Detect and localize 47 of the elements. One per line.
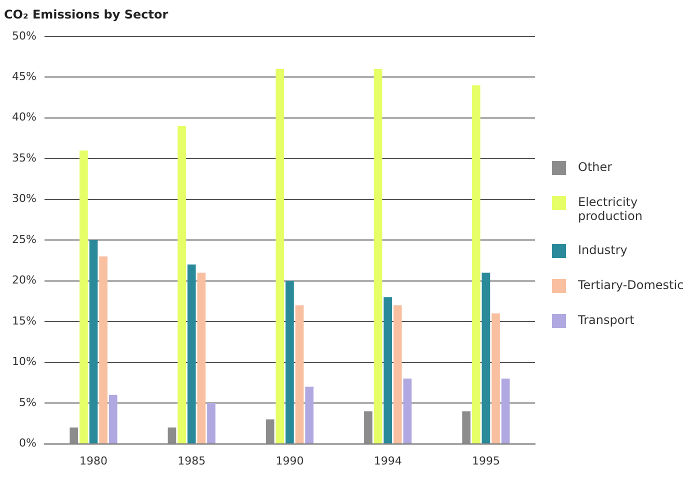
bar bbox=[276, 68, 284, 444]
y-tick-label: 20% bbox=[12, 274, 36, 287]
y-tick-label: 5% bbox=[18, 396, 36, 409]
bar bbox=[364, 411, 372, 444]
bar bbox=[305, 386, 314, 444]
bar bbox=[266, 419, 274, 444]
y-tick-label: 0% bbox=[18, 436, 36, 450]
bar bbox=[492, 313, 500, 444]
legend-label: Industry bbox=[578, 243, 628, 257]
bar bbox=[197, 272, 206, 444]
bar bbox=[482, 272, 490, 444]
bar bbox=[108, 394, 118, 444]
bar bbox=[403, 378, 412, 444]
bar bbox=[187, 264, 196, 444]
x-tick-label: 1980 bbox=[80, 454, 108, 468]
bar bbox=[168, 428, 176, 444]
bar bbox=[393, 305, 402, 444]
x-tick-label: 1994 bbox=[374, 454, 402, 468]
y-tick-label: 40% bbox=[12, 110, 36, 124]
x-tick-label: 1990 bbox=[276, 454, 304, 468]
y-tick-label: 10% bbox=[12, 355, 36, 368]
bar bbox=[501, 378, 510, 444]
y-tick-label: 45% bbox=[12, 70, 36, 83]
y-tick-label: 15% bbox=[12, 314, 36, 328]
y-tick-label: 35% bbox=[12, 151, 36, 164]
legend-label: Tertiary-Domestic bbox=[578, 278, 684, 292]
y-tick-label: 50% bbox=[12, 29, 36, 42]
x-tick-label: 1995 bbox=[472, 454, 500, 468]
bar bbox=[89, 240, 98, 444]
bar bbox=[374, 68, 382, 444]
chart-title: CO₂ Emissions by Sector bbox=[4, 7, 168, 22]
bar bbox=[462, 411, 470, 444]
bar bbox=[295, 305, 304, 444]
bar bbox=[207, 403, 216, 444]
legend-label: Other bbox=[578, 160, 612, 174]
y-tick-label: 25% bbox=[12, 232, 36, 246]
legend-label: Electricity production bbox=[578, 195, 644, 223]
bar bbox=[70, 428, 78, 444]
bar bbox=[80, 150, 88, 444]
y-tick-label: 30% bbox=[12, 192, 36, 206]
bar bbox=[472, 85, 480, 444]
bar bbox=[178, 126, 186, 444]
bar bbox=[384, 297, 392, 444]
x-tick-label: 1985 bbox=[178, 454, 206, 468]
bar bbox=[286, 280, 294, 444]
bar bbox=[99, 256, 108, 444]
legend-label: Transport bbox=[578, 313, 634, 327]
